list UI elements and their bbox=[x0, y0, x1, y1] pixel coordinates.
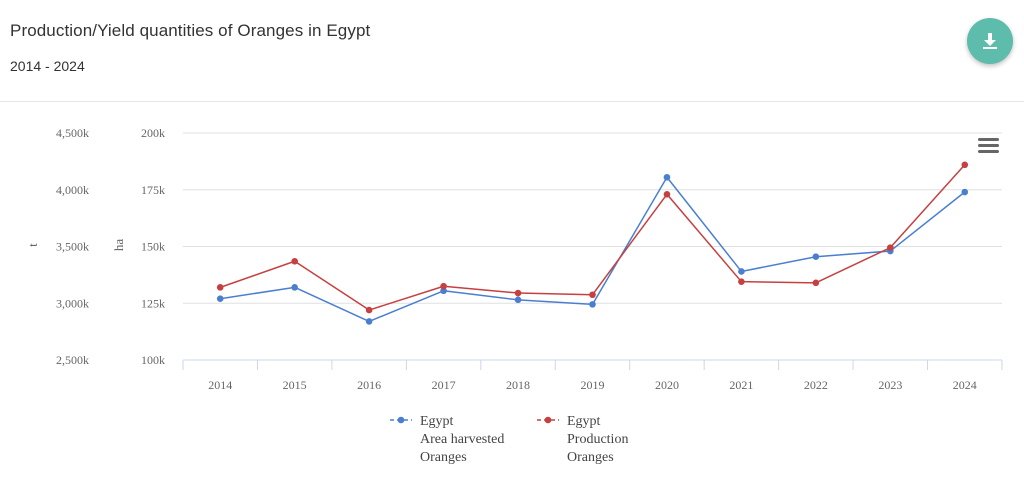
data-point[interactable] bbox=[887, 244, 894, 251]
data-point[interactable] bbox=[216, 295, 224, 303]
x-tick-label: 2024 bbox=[953, 378, 977, 392]
x-tick-label: 2020 bbox=[655, 378, 679, 392]
chart-header: Production/Yield quantities of Oranges i… bbox=[0, 0, 1024, 102]
outer-axis-tick-label: 4,000k bbox=[56, 183, 89, 197]
legend-label: Egypt bbox=[567, 414, 601, 429]
data-point[interactable] bbox=[738, 278, 745, 285]
data-point[interactable] bbox=[440, 287, 447, 295]
chart-subtitle: 2014 - 2024 bbox=[10, 58, 85, 74]
series bbox=[216, 161, 969, 325]
inner-axis-tick-label: 200k bbox=[141, 126, 165, 140]
data-point[interactable] bbox=[514, 289, 522, 297]
data-point[interactable] bbox=[812, 253, 820, 261]
x-tick-label: 2022 bbox=[804, 378, 828, 392]
legend-symbol-marker bbox=[397, 416, 405, 424]
data-point[interactable] bbox=[216, 284, 224, 291]
outer-axis-title: t bbox=[25, 243, 40, 247]
legend-item-0[interactable]: Egypt Area harvested Oranges bbox=[390, 414, 504, 465]
x-tick-label: 2014 bbox=[208, 378, 232, 392]
inner-axis-tick-label: 150k bbox=[141, 240, 165, 254]
data-point[interactable] bbox=[514, 296, 522, 304]
legend-item-1[interactable]: Egypt Production Oranges bbox=[537, 414, 628, 465]
legend-label: Production bbox=[567, 432, 628, 447]
data-point[interactable] bbox=[440, 282, 447, 290]
grid-lines: 2,500k 100k 3,000k 125k 3,500k 150k 4,000k 175k… bbox=[56, 126, 1003, 392]
data-point[interactable] bbox=[961, 161, 969, 169]
outer-axis-tick-label: 3,000k bbox=[56, 296, 89, 310]
download-button[interactable] bbox=[967, 18, 1013, 64]
chart-area: 2,500k 100k 3,000k 125k 3,500k 150k 4,000k 175k… bbox=[0, 102, 1024, 493]
data-point[interactable] bbox=[961, 188, 969, 196]
inner-axis-tick-label: 175k bbox=[141, 183, 165, 197]
inner-axis-tick-label: 125k bbox=[141, 296, 165, 310]
chart-title: Production/Yield quantities of Oranges i… bbox=[10, 21, 371, 40]
data-point[interactable] bbox=[738, 268, 745, 275]
legend-label: Egypt bbox=[420, 414, 454, 429]
x-tick-label: 2017 bbox=[432, 378, 456, 392]
legend-symbol-marker bbox=[544, 416, 552, 424]
x-tick-label: 2018 bbox=[506, 378, 530, 392]
data-point[interactable] bbox=[589, 291, 596, 299]
data-point[interactable] bbox=[663, 190, 671, 198]
inner-axis-title: ha bbox=[111, 239, 126, 252]
data-point[interactable] bbox=[365, 318, 373, 325]
outer-axis-tick-label: 4,500k bbox=[56, 126, 89, 140]
series-line-1 bbox=[219, 164, 966, 311]
data-point[interactable] bbox=[291, 284, 298, 291]
legend-label: Area harvested bbox=[420, 432, 504, 447]
chart-menu-button[interactable] bbox=[978, 138, 999, 153]
legend-label: Oranges bbox=[420, 450, 467, 465]
legend-label: Oranges bbox=[567, 450, 614, 465]
x-tick-label: 2016 bbox=[357, 378, 381, 392]
data-point[interactable] bbox=[589, 301, 596, 308]
data-point[interactable] bbox=[663, 173, 671, 181]
data-point[interactable] bbox=[365, 306, 373, 314]
outer-axis-tick-label: 2,500k bbox=[56, 353, 89, 367]
legend: Egypt Area harvested Oranges Egypt Productio… bbox=[390, 414, 628, 465]
data-point[interactable] bbox=[812, 279, 820, 287]
outer-axis-tick-label: 3,500k bbox=[56, 240, 89, 254]
series-line-0 bbox=[220, 176, 966, 323]
download-icon bbox=[983, 33, 997, 49]
inner-axis-tick-label: 100k bbox=[141, 353, 165, 367]
x-tick-label: 2019 bbox=[581, 378, 605, 392]
hamburger-menu-icon bbox=[978, 138, 999, 153]
x-tick-label: 2021 bbox=[729, 378, 753, 392]
line-chart: 2,500k 100k 3,000k 125k 3,500k 150k 4,000k 175k… bbox=[25, 126, 1003, 465]
x-tick-label: 2015 bbox=[283, 378, 307, 392]
axes: t ha bbox=[25, 239, 126, 252]
x-tick-label: 2023 bbox=[878, 378, 902, 392]
data-point[interactable] bbox=[291, 257, 298, 265]
